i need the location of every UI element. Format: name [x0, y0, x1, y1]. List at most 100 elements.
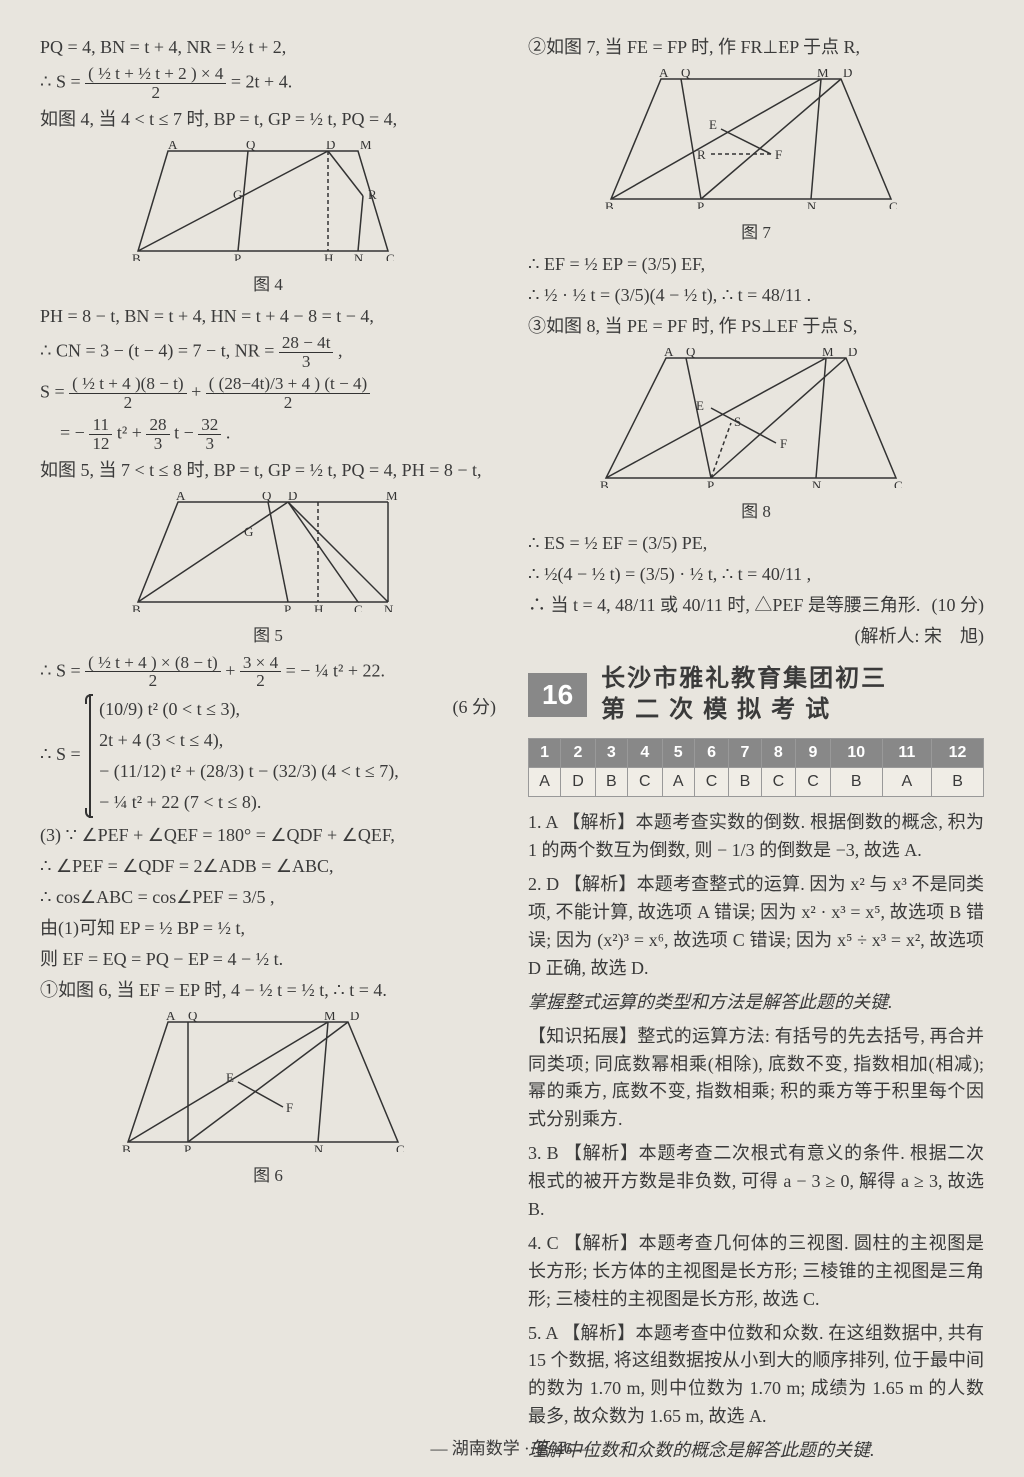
frac-den: 3: [279, 353, 334, 371]
case-row: 2t + 4 (3 < t ≤ 4),: [99, 725, 399, 756]
answer-header: 8: [761, 739, 796, 768]
svg-text:C: C: [396, 1142, 405, 1152]
text-line: ∴ ES = ½ EF = (3/5) PE,: [528, 530, 984, 557]
answer-header: 2: [561, 739, 596, 768]
svg-text:F: F: [775, 147, 782, 162]
text-line: 如图 5, 当 7 < t ≤ 8 时, BP = t, GP = ½ t, P…: [40, 457, 496, 484]
eq-pre: ∴ S =: [40, 660, 85, 680]
section-title-line: 第 二 次 模 拟 考 试: [601, 695, 887, 726]
svg-text:Q: Q: [686, 348, 696, 359]
answer-cell: B: [932, 768, 984, 797]
svg-text:E: E: [696, 398, 704, 413]
text-line: 则 EF = EQ = PQ − EP = 4 − ½ t.: [40, 946, 496, 973]
text-line: (3) ∵ ∠PEF + ∠QEF = 180° = ∠QDF + ∠QEF,: [40, 822, 496, 849]
frac-num: ( (28−4t)/3 + 4 ) (t − 4): [206, 375, 371, 394]
frac-den: 2: [240, 672, 281, 690]
case-row: − ¼ t² + 22 (7 < t ≤ 8).: [99, 787, 399, 818]
answer-cell: C: [627, 768, 662, 797]
question-4: 4. C 【解析】本题考查几何体的三视图. 圆柱的主视图是长方形; 长方体的主视…: [528, 1230, 984, 1314]
equation: ∴ CN = 3 − (t − 4) = 7 − t, NR = 28 − 4t…: [40, 334, 496, 371]
fig5-label: 图 5: [40, 621, 496, 646]
answer-cell: C: [796, 768, 831, 797]
answer-cell: B: [830, 768, 882, 797]
answer-header: 5: [662, 739, 694, 768]
svg-text:N: N: [384, 602, 394, 612]
svg-text:M: M: [360, 141, 372, 152]
equation: S = ( ½ t + 4 )(8 − t)2 + ( (28−4t)/3 + …: [40, 375, 496, 412]
svg-text:Q: Q: [246, 141, 256, 152]
fig7-label: 图 7: [528, 218, 984, 243]
svg-text:C: C: [354, 602, 363, 612]
text-line: ①如图 6, 当 EF = EP 时, 4 − ½ t = ½ t, ∴ t =…: [40, 977, 496, 1004]
fig6-label: 图 6: [40, 1161, 496, 1186]
answer-cell: A: [882, 768, 931, 797]
svg-text:D: D: [326, 141, 335, 152]
eq-post: = − ¼ t² + 22.: [286, 660, 385, 680]
eq-pre: ∴ S =: [40, 72, 85, 92]
svg-text:A: A: [659, 69, 669, 80]
svg-text:B: B: [122, 1142, 131, 1152]
conclusion-text: ∴ 当 t = 4, 48/11 或 40/11 时, △PEF 是等腰三角形.: [528, 595, 920, 615]
svg-text:D: D: [288, 492, 297, 503]
svg-text:Q: Q: [681, 69, 691, 80]
question-2-extension: 【知识拓展】整式的运算方法: 有括号的先去括号, 再合并同类项; 同底数幂相乘(…: [528, 1023, 984, 1135]
answer-cell: C: [694, 768, 729, 797]
text-line: ②如图 7, 当 FE = FP 时, 作 FR⊥EP 于点 R,: [528, 34, 984, 61]
svg-text:A: A: [176, 492, 186, 503]
answers-table: 123456789101112 ADBCACBCCBAB: [528, 738, 984, 797]
answer-header: 11: [882, 739, 931, 768]
svg-text:F: F: [780, 436, 787, 451]
answer-header: 1: [529, 739, 561, 768]
answer-header: 9: [796, 739, 831, 768]
answer-cell: B: [595, 768, 627, 797]
svg-text:H: H: [324, 251, 333, 261]
frac-den: 2: [85, 84, 226, 102]
svg-text:M: M: [822, 348, 834, 359]
piecewise: ∴ S = (10/9) t² (0 < t ≤ 3), 2t + 4 (3 <…: [40, 694, 496, 818]
text-line: ∴ ½ · ½ t = (3/5)(4 − ½ t), ∴ t = 48/11 …: [528, 282, 984, 309]
fig8-label: 图 8: [528, 497, 984, 522]
svg-text:H: H: [314, 602, 323, 612]
eq-post: .: [226, 422, 231, 442]
frac-num: 28: [146, 416, 169, 435]
frac-den: 2: [206, 394, 371, 412]
section-number: 16: [528, 673, 587, 717]
svg-text:D: D: [848, 348, 857, 359]
svg-text:G: G: [233, 187, 242, 202]
eq-pre: = −: [60, 422, 89, 442]
answer-header: 10: [830, 739, 882, 768]
eq-mid: +: [225, 660, 240, 680]
svg-text:C: C: [889, 199, 898, 209]
page-footer: — 湖南数学 · 答 46 —: [0, 1434, 1024, 1459]
question-3: 3. B 【解析】本题考查二次根式有意义的条件. 根据二次根式的被开方数是非负数…: [528, 1140, 984, 1224]
answer-cell: D: [561, 768, 596, 797]
svg-text:F: F: [286, 1100, 293, 1115]
svg-text:S: S: [734, 414, 741, 429]
svg-text:B: B: [132, 251, 141, 261]
section-title-line: 长沙市雅礼教育集团初三: [601, 664, 887, 695]
equation: = − 1112 t² + 283 t − 323 .: [60, 416, 496, 453]
svg-text:M: M: [324, 1012, 336, 1023]
right-column: ②如图 7, 当 FE = FP 时, 作 FR⊥EP 于点 R, A Q M …: [528, 30, 984, 1471]
frac-den: 3: [198, 435, 221, 453]
text-line: PH = 8 − t, BN = t + 4, HN = t + 4 − 8 =…: [40, 303, 496, 330]
text-line: PQ = 4, BN = t + 4, NR = ½ t + 2,: [40, 34, 496, 61]
svg-text:A: A: [664, 348, 674, 359]
svg-text:Q: Q: [262, 492, 272, 503]
svg-text:N: N: [812, 478, 822, 488]
answer-header: 6: [694, 739, 729, 768]
svg-text:N: N: [354, 251, 364, 261]
eq-pre: S =: [40, 381, 69, 401]
fig7-svg: A Q M D E R F B P N C: [601, 69, 911, 209]
frac-num: 11: [89, 416, 112, 435]
svg-text:E: E: [709, 117, 717, 132]
figure-7: A Q M D E R F B P N C: [528, 69, 984, 214]
frac-num: ( ½ t + 4 )(8 − t): [69, 375, 186, 394]
svg-text:C: C: [894, 478, 903, 488]
svg-text:R: R: [697, 147, 706, 162]
frac-num: ( ½ t + 4 ) × (8 − t): [85, 654, 221, 673]
svg-text:P: P: [234, 251, 241, 261]
svg-text:P: P: [697, 199, 704, 209]
figure-5: A Q D M G B P H C N: [40, 492, 496, 617]
svg-text:A: A: [168, 141, 178, 152]
